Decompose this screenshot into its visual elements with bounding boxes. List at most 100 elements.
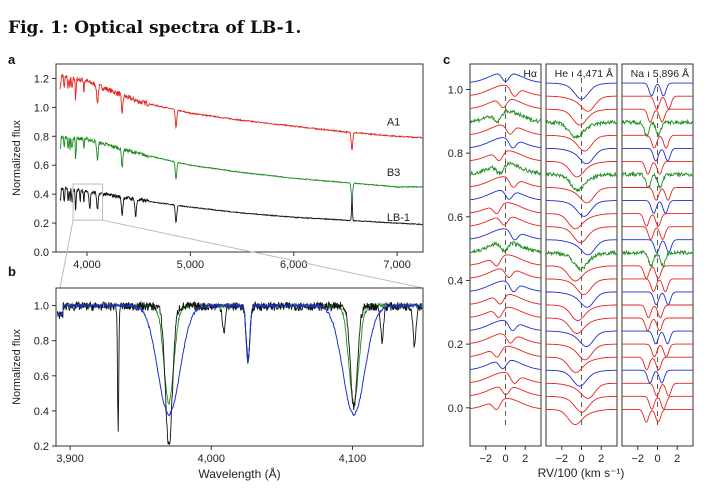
panel-b-ytick-label: 0.4 xyxy=(34,406,49,418)
panel-c-spectrum xyxy=(469,254,541,267)
panel-c-spectrum xyxy=(469,240,541,254)
panel-b-ylabel: Normalized flux xyxy=(11,329,23,405)
panel-c-spectrum xyxy=(469,345,541,358)
panel-c-subpanel-label: Na ı 5,896 Å xyxy=(631,67,689,80)
panel-c-letter: c xyxy=(443,52,451,67)
panel-c-xtick-label: 2 xyxy=(522,453,528,465)
panel-c-subpanel-label: He ı 4,471 Å xyxy=(555,67,613,80)
panel-a-letter: a xyxy=(8,52,16,67)
panel-c-spectrum xyxy=(622,356,693,371)
panel-a-series-label: A1 xyxy=(387,116,400,128)
panel-c-spectrum xyxy=(470,371,541,384)
panel-c-spectrum xyxy=(469,319,541,332)
panel-a-ytick-label: 0.4 xyxy=(34,189,49,201)
panel-a-zoom-connector xyxy=(59,220,74,289)
panel-b-frame xyxy=(55,287,424,447)
panel-c-spectrum xyxy=(470,124,541,135)
panel-c-spectrum xyxy=(621,118,693,139)
panel-c-xtick-label: 0 xyxy=(502,453,508,465)
panel-c-subpanel-1: −2 0 2 Hα xyxy=(469,63,542,465)
panel-c-spectrum xyxy=(469,202,541,215)
panel-c-spectrum xyxy=(622,395,693,410)
panel-c-spectrum xyxy=(469,228,541,241)
panel-c-xtick-label: −2 xyxy=(556,453,569,465)
panel-c-ytick-label: 0.8 xyxy=(448,148,463,160)
panel-b-xtick-label: 4,100 xyxy=(339,453,367,465)
panel-c-ytick-label: 0.6 xyxy=(448,212,463,224)
panel-c-ytick-label: 1.0 xyxy=(448,84,463,96)
panel-c-subpanel-3: −2 0 2 Na ı 5,896 Å xyxy=(621,63,694,465)
panel-c-spectrum xyxy=(546,82,617,100)
panel-c-xtick-label: 2 xyxy=(674,453,680,465)
panel-c-subpanel-2: −2 0 2 He ı 4,471 Å xyxy=(545,63,618,465)
panel-a-series-label: LB-1 xyxy=(387,212,410,224)
panel-c-spectrum xyxy=(546,108,617,126)
panel-c-spectrum xyxy=(545,171,617,192)
panel-c-spectrum xyxy=(546,134,617,152)
panel-c-spectrum xyxy=(469,268,541,279)
panel-c-spectrum xyxy=(545,119,617,139)
panel-c-spectrum xyxy=(546,330,617,347)
panel-c-spectrum xyxy=(469,333,541,344)
panel-c-spectrum xyxy=(469,306,541,318)
panel-c-spectrum xyxy=(622,200,693,214)
panel-c-spectrum xyxy=(622,330,693,345)
panel-b-green-spectrum xyxy=(56,301,423,406)
panel-c-spectrum xyxy=(622,187,693,201)
panel-c-spectrum xyxy=(622,278,693,293)
panel-c-spectrum xyxy=(469,190,541,201)
panel-a-ytick-label: 1.0 xyxy=(34,102,49,114)
panel-c-xtick-label: 0 xyxy=(578,453,584,465)
panel-c-spectrum xyxy=(546,382,617,399)
panel-c-spectrum xyxy=(469,137,541,149)
panel-c-spectrum xyxy=(470,98,541,109)
panel-b-ytick-label: 1.0 xyxy=(34,301,49,313)
panel-a-series-b3 xyxy=(59,135,423,201)
panel-b: 0.2 0.4 0.6 0.8 1.0 3,900 4,000 4,100 Wavelength… xyxy=(11,287,424,481)
panel-c-spectrum xyxy=(546,356,617,373)
panel-c-spectrum xyxy=(546,187,617,204)
panel-a-ylabel: Normalized flux xyxy=(11,120,23,196)
panel-c-ytick-label: 0.2 xyxy=(448,339,463,351)
panel-b-xlabel: Wavelength (Å) xyxy=(198,466,280,481)
panel-c-xtick-label: −2 xyxy=(632,453,645,465)
panel-b-ytick-label: 0.6 xyxy=(34,371,49,383)
panel-c-spectrum xyxy=(546,304,617,322)
panel-a-xtick-label: 5,000 xyxy=(177,259,205,271)
panel-c-spectrum xyxy=(546,291,617,308)
panel-c-spectrum xyxy=(622,382,693,397)
figure-title: Fig. 1: Optical spectra of LB-1. xyxy=(8,18,302,38)
panel-c-spectrum xyxy=(469,294,541,305)
panel-c-spectrum xyxy=(621,170,693,190)
panel-c-spectrum xyxy=(621,249,693,268)
panel-c-spectrum xyxy=(622,265,693,279)
panel-c-spectrum xyxy=(622,147,693,162)
panel-c-spectrum xyxy=(546,265,617,282)
panel-c-spectrum xyxy=(546,239,617,256)
panel-c-spectrum xyxy=(622,160,693,175)
panel-c-spectrum xyxy=(546,200,617,217)
panel-c-spectrum xyxy=(469,108,541,125)
panel-c-spectrum xyxy=(469,161,541,177)
panel-a-series-label: B3 xyxy=(387,167,400,179)
panel-c-spectrum xyxy=(546,160,617,178)
panel-c-xtick-label: −2 xyxy=(480,453,493,465)
panel-c-spectrum xyxy=(622,134,693,149)
panel-c-ytick-label: 0.0 xyxy=(448,403,463,415)
panel-c-spectrum xyxy=(546,278,617,296)
panel-c-spectrum xyxy=(622,408,693,423)
panel-c-spectrum xyxy=(546,95,617,112)
panel-c-spectrum xyxy=(622,317,693,332)
panel-c-spectrum xyxy=(470,176,541,188)
panel-b-xtick-label: 4,000 xyxy=(198,453,226,465)
panel-a-series-lb-1 xyxy=(59,185,423,226)
panel-c-spectrum xyxy=(546,226,617,244)
panel-c-spectrum xyxy=(622,108,693,123)
panel-b-blue-spectrum xyxy=(57,302,423,417)
panel-b-ytick-label: 0.8 xyxy=(34,336,49,348)
panel-c-spectrum xyxy=(622,239,693,254)
panel-c-spectrum xyxy=(622,95,693,110)
panel-c-spectrum xyxy=(470,397,541,411)
panel-b-black-spectrum xyxy=(56,300,423,445)
